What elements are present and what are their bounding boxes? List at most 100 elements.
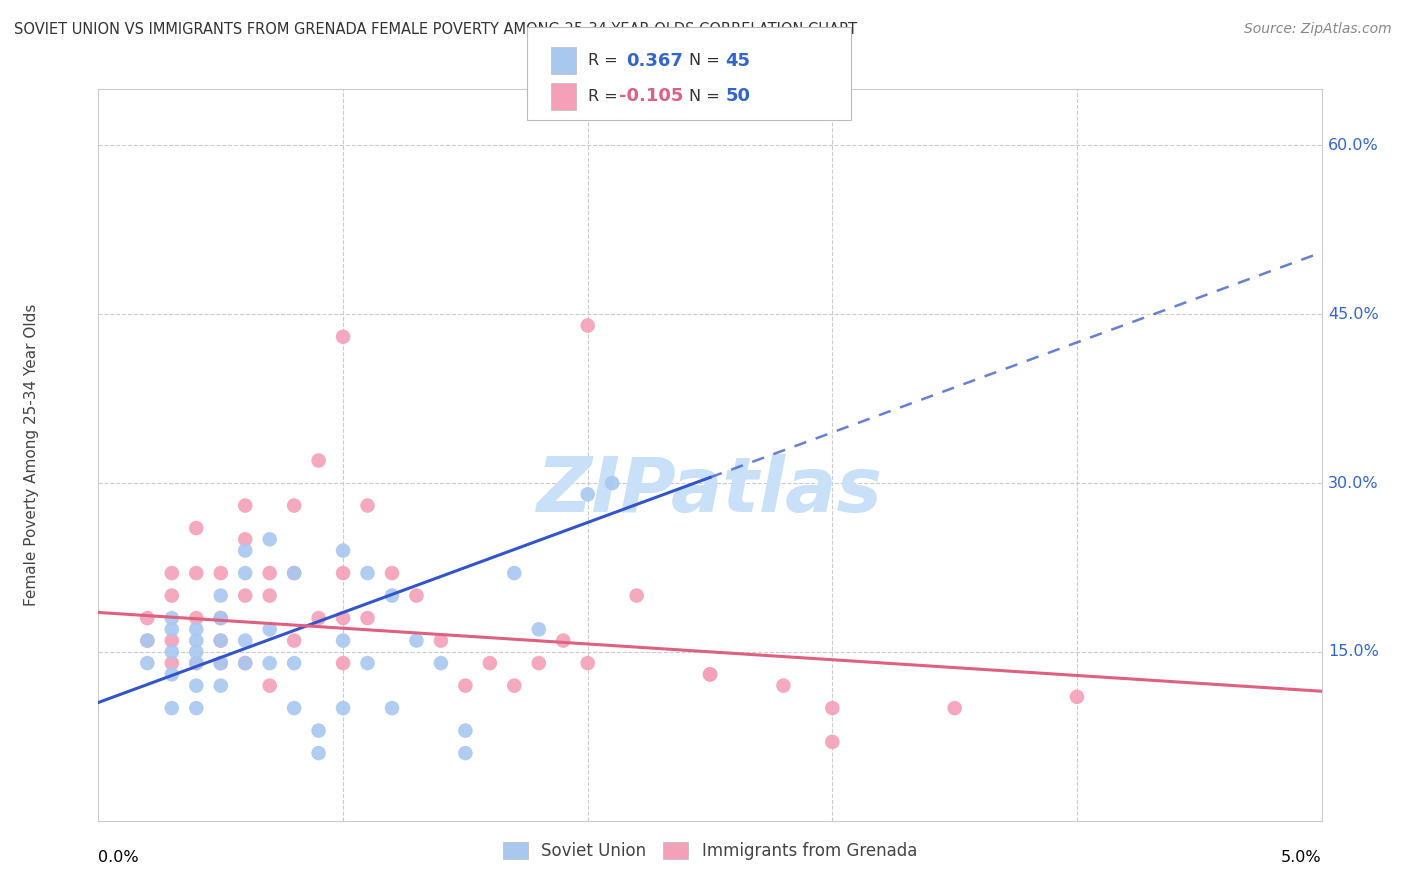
Point [209,679,232,693]
Text: Source: ZipAtlas.com: Source: ZipAtlas.com [1244,22,1392,37]
Text: 45.0%: 45.0% [1327,307,1378,322]
Point [186,701,208,715]
Point [576,656,599,670]
Point [454,746,477,760]
Point [186,623,208,637]
Text: N =: N = [689,89,725,103]
Point [136,611,159,625]
Point [576,318,599,333]
Point [332,330,354,344]
Point [233,656,256,670]
Point [283,701,305,715]
Text: 45: 45 [725,52,751,70]
Point [405,633,427,648]
Point [259,623,281,637]
Text: R =: R = [588,54,623,69]
Point [699,667,721,681]
Text: SOVIET UNION VS IMMIGRANTS FROM GRENADA FEMALE POVERTY AMONG 25-34 YEAR OLDS COR: SOVIET UNION VS IMMIGRANTS FROM GRENADA … [14,22,858,37]
Point [233,499,256,513]
Text: R =: R = [588,89,623,103]
Point [430,633,453,648]
Text: Female Poverty Among 25-34 Year Olds: Female Poverty Among 25-34 Year Olds [24,304,38,606]
Point [626,589,648,603]
Point [1066,690,1088,704]
Point [160,667,183,681]
Point [160,656,183,670]
Text: 30.0%: 30.0% [1327,475,1378,491]
Point [430,656,453,670]
Point [160,633,183,648]
Point [209,656,232,670]
Point [259,679,281,693]
Point [332,656,354,670]
Point [186,656,208,670]
Point [186,611,208,625]
Point [186,633,208,648]
Point [160,645,183,659]
Point [454,679,477,693]
Point [332,611,354,625]
Text: 5.0%: 5.0% [1281,850,1322,865]
Point [600,476,623,491]
Point [209,633,232,648]
Point [233,543,256,558]
Point [308,723,330,738]
Point [186,566,208,580]
Point [160,589,183,603]
Point [160,623,183,637]
Point [478,656,501,670]
Text: N =: N = [689,54,725,69]
Point [283,633,305,648]
Text: 0.0%: 0.0% [98,850,139,865]
Point [821,701,844,715]
Point [576,487,599,501]
Point [160,566,183,580]
Point [332,633,354,648]
Point [233,633,256,648]
Point [283,566,305,580]
Point [233,656,256,670]
Point [772,679,794,693]
Point [381,589,404,603]
Text: ZIPatlas: ZIPatlas [537,455,883,528]
Point [381,566,404,580]
Point [308,746,330,760]
Point [209,633,232,648]
Point [553,633,575,648]
Point [136,656,159,670]
Point [283,656,305,670]
Point [160,611,183,625]
Point [186,521,208,535]
Point [699,667,721,681]
Point [356,499,378,513]
Point [233,533,256,547]
Point [209,656,232,670]
Point [136,633,159,648]
Legend: Soviet Union, Immigrants from Grenada: Soviet Union, Immigrants from Grenada [496,836,924,867]
Point [332,701,354,715]
Point [356,566,378,580]
Point [259,589,281,603]
Point [259,533,281,547]
Point [233,589,256,603]
Point [308,611,330,625]
Point [454,723,477,738]
Point [332,566,354,580]
Point [356,611,378,625]
Point [356,656,378,670]
Point [209,566,232,580]
Point [821,735,844,749]
Point [943,701,966,715]
Point [209,611,232,625]
Point [503,566,526,580]
Point [209,589,232,603]
Text: 50: 50 [725,87,751,105]
Text: 0.367: 0.367 [626,52,682,70]
Point [160,701,183,715]
Point [259,566,281,580]
Point [209,611,232,625]
Point [283,499,305,513]
Point [283,566,305,580]
Text: 15.0%: 15.0% [1327,644,1379,659]
Point [527,623,550,637]
